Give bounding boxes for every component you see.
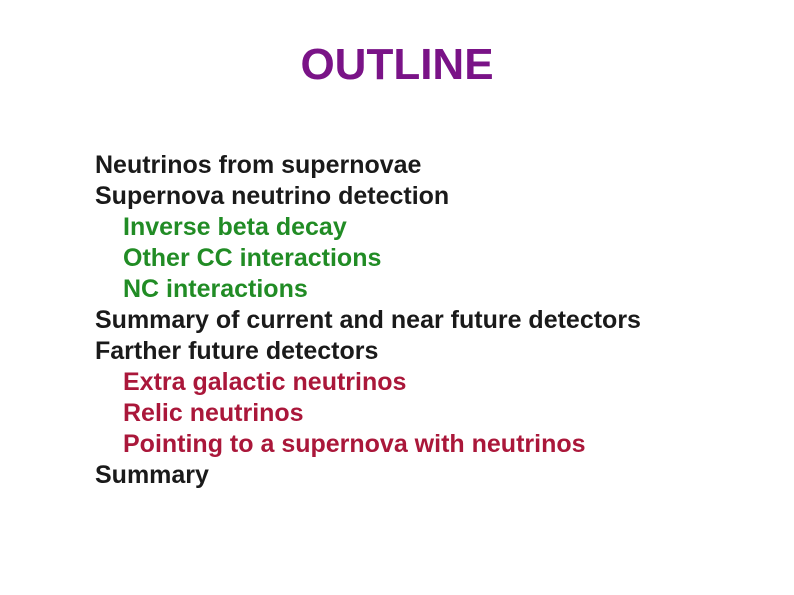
outline-body: Neutrinos from supernovae Supernova neut… xyxy=(95,150,715,491)
outline-subitem: Other CC interactions xyxy=(95,243,715,274)
outline-subitem: Inverse beta decay xyxy=(95,212,715,243)
outline-item: Summary xyxy=(95,460,715,491)
outline-subitem: Relic neutrinos xyxy=(95,398,715,429)
outline-item: Summary of current and near future detec… xyxy=(95,305,715,336)
outline-subitem: Pointing to a supernova with neutrinos xyxy=(95,429,715,460)
slide: OUTLINE Neutrinos from supernovae Supern… xyxy=(0,0,794,595)
slide-title: OUTLINE xyxy=(0,40,794,90)
outline-item: Neutrinos from supernovae xyxy=(95,150,715,181)
outline-subitem: NC interactions xyxy=(95,274,715,305)
outline-subitem: Extra galactic neutrinos xyxy=(95,367,715,398)
outline-item: Farther future detectors xyxy=(95,336,715,367)
outline-item: Supernova neutrino detection xyxy=(95,181,715,212)
